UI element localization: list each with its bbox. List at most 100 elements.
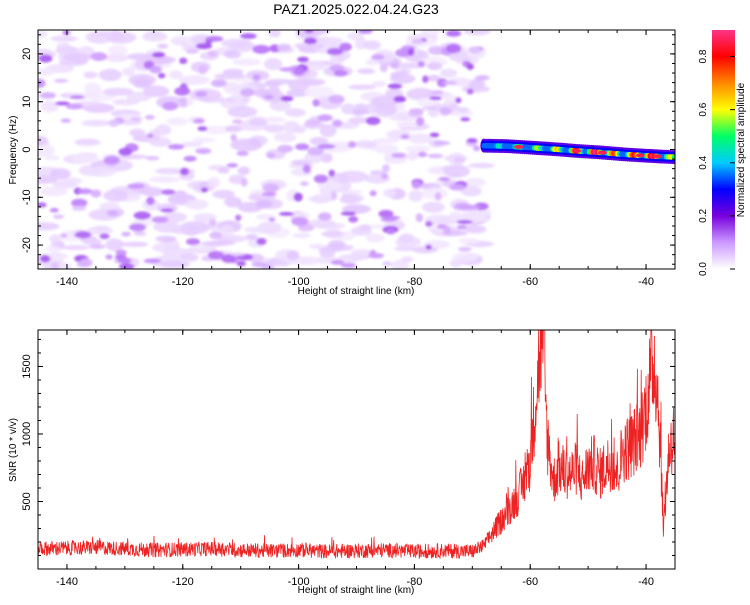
noise-blob xyxy=(155,235,177,243)
noise-blob xyxy=(179,57,188,65)
noise-blob xyxy=(38,68,56,76)
noise-blob xyxy=(148,176,181,183)
noise-blob xyxy=(107,44,128,57)
noise-blob xyxy=(263,81,282,88)
spectrogram-x-tick-label: -60 xyxy=(522,276,538,288)
noise-blob xyxy=(446,30,462,37)
noise-blob xyxy=(160,208,174,213)
noise-blob xyxy=(400,69,408,78)
noise-blob xyxy=(382,188,397,198)
noise-blob xyxy=(171,228,198,235)
noise-blob xyxy=(249,137,260,147)
noise-blob xyxy=(340,262,357,269)
noise-blob xyxy=(84,82,102,95)
noise-blob xyxy=(174,190,187,200)
noise-blob xyxy=(333,69,348,77)
spectrogram-x-ticks: -140 -120 -100 -80 -60 -40 xyxy=(37,30,676,288)
spectrogram-y-ticks: 20 10 0 -10 -20 xyxy=(21,34,675,265)
noise-blob xyxy=(232,58,261,66)
noise-blob xyxy=(347,141,357,148)
noise-blob xyxy=(40,100,59,113)
noise-blob xyxy=(244,226,261,233)
noise-blob xyxy=(256,199,273,209)
noise-blob xyxy=(55,101,70,106)
noise-blob xyxy=(252,74,261,82)
noise-blob xyxy=(60,118,72,123)
noise-blob xyxy=(439,107,452,114)
noise-blob xyxy=(357,68,376,75)
noise-blob xyxy=(251,262,269,268)
noise-blob xyxy=(429,132,440,138)
noise-blob xyxy=(184,199,209,210)
noise-blob xyxy=(195,147,212,155)
noise-blob xyxy=(369,249,376,256)
noise-blob xyxy=(431,90,444,95)
noise-blob xyxy=(237,166,250,176)
noise-blob xyxy=(307,219,337,228)
noise-blob xyxy=(302,164,311,174)
noise-blob xyxy=(351,108,366,116)
noise-blob xyxy=(261,192,277,197)
noise-blob xyxy=(291,216,309,226)
noise-blob xyxy=(369,190,377,197)
noise-blob xyxy=(426,74,441,82)
noise-blob xyxy=(308,243,325,250)
noise-blob xyxy=(46,252,69,261)
noise-blob xyxy=(425,220,433,227)
snr-frame xyxy=(37,329,676,570)
noise-blob xyxy=(320,153,333,163)
noise-blob xyxy=(339,195,362,204)
noise-blob xyxy=(49,168,71,180)
noise-blob xyxy=(118,147,133,156)
noise-blob xyxy=(382,164,390,173)
noise-blob xyxy=(53,78,68,83)
noise-blob xyxy=(391,152,407,159)
noise-blob xyxy=(240,33,257,40)
noise-blob xyxy=(117,257,132,264)
noise-blob xyxy=(192,137,215,143)
spectrogram-y-tick-label: 20 xyxy=(21,48,33,60)
noise-blob xyxy=(323,229,344,239)
noise-blob xyxy=(262,183,280,193)
noise-blob xyxy=(240,88,255,97)
noise-blob xyxy=(145,156,160,161)
noise-blob xyxy=(280,95,294,102)
noise-blob xyxy=(382,261,392,267)
signal-peak xyxy=(598,150,608,155)
noise-blob xyxy=(398,233,415,243)
spectrogram-x-label: Height of straight line (km) xyxy=(298,286,415,297)
noise-blob xyxy=(115,249,127,257)
noise-blob xyxy=(448,211,463,222)
snr-x-ticks: -140 -120 -100 -80 -60 -40 xyxy=(37,330,676,588)
colorbar: 0.0 0.2 0.4 0.6 0.8 Normalized spectral ampl… xyxy=(698,30,747,276)
noise-blob xyxy=(146,133,154,138)
noise-blob xyxy=(75,100,103,107)
noise-blob xyxy=(129,223,146,232)
noise-blob xyxy=(317,144,336,150)
noise-blob xyxy=(152,242,181,253)
signal-peak xyxy=(572,148,582,153)
noise-blob xyxy=(304,86,335,99)
noise-blob xyxy=(50,262,59,269)
noise-blob xyxy=(39,92,57,99)
noise-blob xyxy=(143,85,170,98)
noise-blob xyxy=(174,86,191,96)
noise-blob xyxy=(452,252,480,262)
noise-blob xyxy=(179,253,199,262)
noise-blob xyxy=(286,88,310,98)
snr-line-path xyxy=(38,330,675,560)
noise-blob xyxy=(266,152,276,159)
noise-blob xyxy=(48,234,62,244)
spectrogram-noise xyxy=(38,30,496,269)
noise-blob xyxy=(277,144,294,153)
noise-blob xyxy=(292,66,305,76)
noise-blob xyxy=(328,169,335,177)
noise-blob xyxy=(56,42,71,49)
spectrogram-x-tick-label: -120 xyxy=(172,276,194,288)
noise-blob xyxy=(86,226,114,235)
noise-blob xyxy=(268,85,281,95)
noise-blob xyxy=(439,68,458,78)
noise-blob xyxy=(268,217,276,222)
noise-blob xyxy=(468,162,496,169)
noise-blob xyxy=(379,63,388,73)
